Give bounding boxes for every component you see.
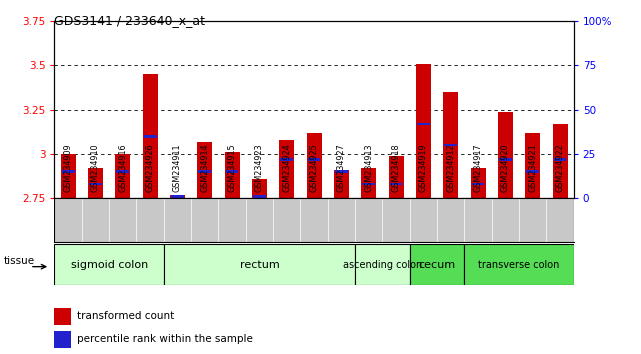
Bar (88, 168, 103, 198)
Bar (362, 168, 376, 198)
Bar (526, 171, 539, 173)
Bar (54, 331, 71, 348)
Bar (444, 144, 457, 147)
Text: tissue: tissue (3, 256, 35, 266)
Bar (252, 179, 267, 198)
Bar (470, 168, 486, 198)
Bar (554, 158, 567, 161)
Bar (115, 154, 130, 198)
Bar (498, 112, 513, 198)
Bar (410, 244, 464, 285)
Bar (280, 158, 293, 161)
Bar (417, 123, 429, 125)
Bar (388, 156, 404, 198)
Bar (224, 152, 240, 198)
Bar (416, 64, 431, 198)
Text: rectum: rectum (240, 261, 279, 270)
Bar (362, 183, 375, 185)
Bar (89, 183, 102, 185)
Bar (335, 171, 348, 173)
Bar (226, 171, 238, 173)
Bar (197, 142, 212, 198)
Text: GDS3141 / 233640_x_at: GDS3141 / 233640_x_at (54, 14, 206, 27)
Bar (62, 171, 74, 173)
Text: ascending colon: ascending colon (343, 261, 422, 270)
Bar (443, 92, 458, 198)
Bar (279, 140, 294, 198)
Bar (54, 308, 71, 325)
Bar (306, 133, 322, 198)
Bar (355, 244, 410, 285)
Text: transverse colon: transverse colon (478, 261, 560, 270)
Bar (334, 170, 349, 198)
Bar (472, 183, 485, 185)
Bar (117, 171, 129, 173)
Bar (171, 195, 184, 198)
Bar (170, 195, 185, 198)
Text: cecum: cecum (419, 261, 456, 270)
Bar (525, 133, 540, 198)
Bar (142, 74, 158, 198)
Bar (253, 195, 266, 198)
Bar (61, 154, 76, 198)
Bar (553, 124, 567, 198)
Bar (144, 135, 156, 137)
Bar (499, 158, 512, 161)
Text: transformed count: transformed count (77, 312, 174, 321)
Text: percentile rank within the sample: percentile rank within the sample (77, 335, 253, 344)
Bar (199, 171, 211, 173)
Bar (164, 244, 355, 285)
Bar (308, 158, 320, 161)
Bar (54, 244, 164, 285)
Bar (464, 244, 574, 285)
Bar (390, 183, 403, 185)
Text: sigmoid colon: sigmoid colon (71, 261, 148, 270)
